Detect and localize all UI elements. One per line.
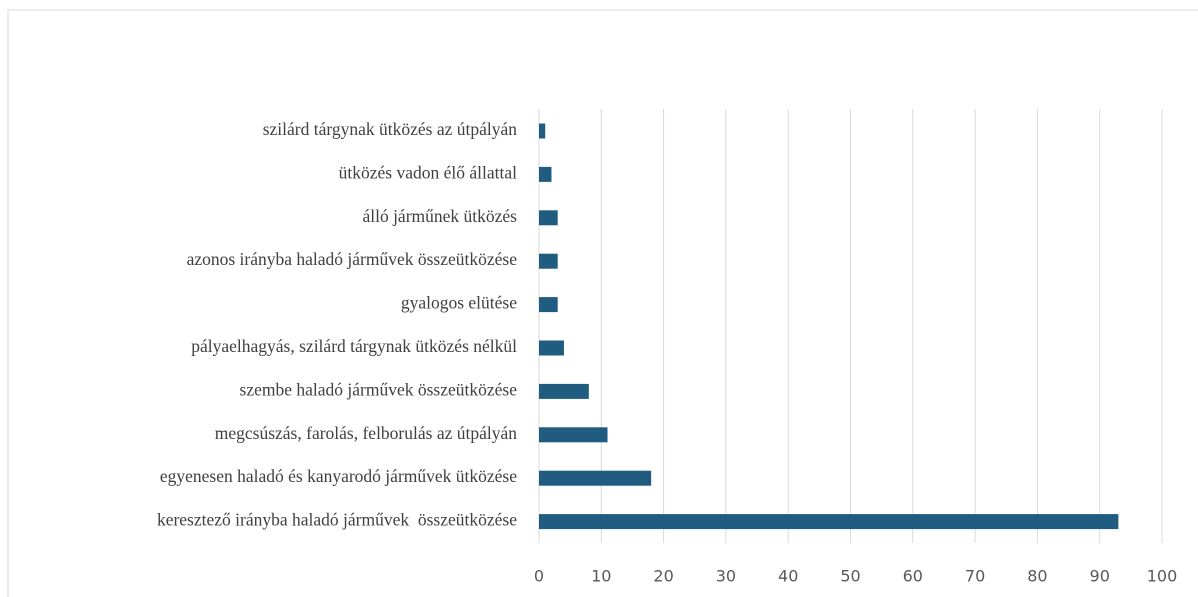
bar <box>539 123 546 139</box>
bar <box>539 166 552 182</box>
bar <box>539 210 558 226</box>
x-tick-label: 0 <box>534 567 544 586</box>
category-label: egyenesen haladó és kanyarodó járművek ü… <box>160 466 517 486</box>
bar <box>539 297 558 313</box>
x-tick-label: 10 <box>591 567 611 586</box>
category-label: pályaelhagyás, szilárd tárgynak ütközés … <box>191 336 517 356</box>
bar <box>539 253 558 269</box>
x-tick-label: 90 <box>1090 567 1110 586</box>
x-tick-label: 60 <box>903 567 923 586</box>
x-tick-label: 80 <box>1027 567 1047 586</box>
chart-frame <box>7 9 1198 597</box>
x-tick-label: 70 <box>965 567 985 586</box>
category-label: azonos irányba haladó járművek összeütkö… <box>187 249 518 269</box>
x-tick-label: 50 <box>840 567 860 586</box>
bar <box>539 383 589 399</box>
x-tick-label: 30 <box>716 567 736 586</box>
category-label: keresztező irányba haladó járművek össze… <box>157 510 517 530</box>
bar <box>539 470 652 486</box>
x-tick-label: 100 <box>1147 567 1178 586</box>
category-label: gyalogos elütése <box>401 293 517 313</box>
category-label: ütközés vadon élő állattal <box>339 162 517 182</box>
category-label: álló járműnek ütközés <box>362 206 517 226</box>
bar <box>539 340 564 356</box>
x-tick-label: 40 <box>778 567 798 586</box>
category-label: megcsúszás, farolás, felborulás az útpál… <box>215 423 517 443</box>
x-tick-label: 20 <box>653 567 673 586</box>
category-label: szilárd tárgynak ütközés az útpályán <box>263 119 518 139</box>
category-label: szembe haladó járművek összeütközése <box>240 379 518 399</box>
bar <box>539 514 1119 530</box>
bar <box>539 427 608 443</box>
